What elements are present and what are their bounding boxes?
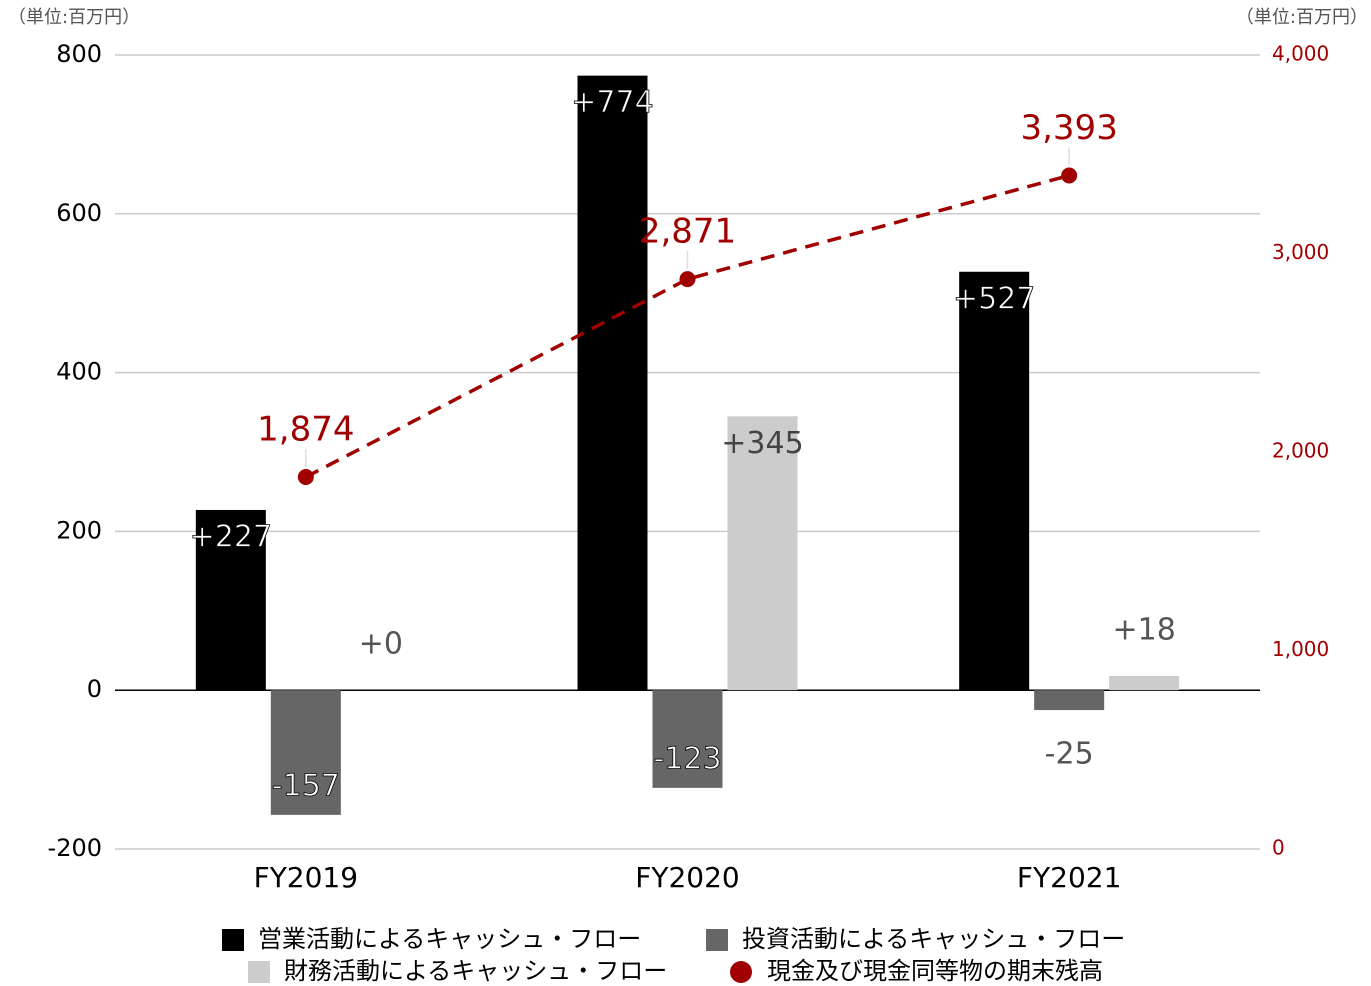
data-label: -25	[1045, 737, 1094, 772]
data-label: +774	[571, 85, 653, 120]
y-tick-label: -200	[48, 834, 102, 862]
bar	[652, 690, 723, 788]
line-point	[1061, 167, 1078, 184]
x-tick-label: FY2019	[254, 861, 358, 894]
legend-label: 営業活動によるキャッシュ・フロー	[258, 925, 641, 953]
data-label: +527	[953, 281, 1035, 316]
y2-tick-label: 1,000	[1272, 637, 1329, 661]
bar	[270, 690, 341, 815]
x-tick-label: FY2021	[1017, 861, 1121, 894]
y-tick-label: 0	[87, 675, 102, 703]
line-point	[679, 271, 696, 288]
y-tick-label: 200	[56, 516, 102, 544]
data-label: -157	[272, 768, 340, 803]
bar	[577, 75, 648, 691]
y2-tick-label: 0	[1272, 836, 1285, 860]
line	[305, 173, 1070, 479]
y2-unit-label: （単位:百万円）	[1236, 7, 1368, 28]
legend-marker	[706, 929, 728, 951]
bar	[195, 509, 266, 691]
legend-label: 投資活動によるキャッシュ・フロー	[742, 925, 1125, 953]
bar	[1109, 675, 1180, 691]
legend-marker	[248, 961, 270, 983]
y-tick-label: 600	[56, 199, 102, 227]
y2-tick-label: 3,000	[1272, 240, 1329, 264]
bar	[959, 271, 1030, 691]
data-label: +0	[359, 627, 403, 662]
data-label: +18	[1113, 612, 1176, 647]
data-label: +227	[190, 519, 272, 554]
y-tick-label: 800	[56, 40, 102, 68]
legend-marker	[222, 929, 244, 951]
bar	[1034, 690, 1105, 711]
data-label: -123	[653, 741, 721, 776]
y2-tick-label: 2,000	[1272, 439, 1329, 463]
data-label: +345	[721, 426, 803, 461]
legend-label: 現金及び現金同等物の期末残高	[767, 957, 1103, 985]
data-label: 3,393	[1020, 108, 1117, 148]
data-label: 2,871	[639, 212, 736, 252]
legend-marker	[730, 961, 752, 983]
y-unit-label: （単位:百万円）	[8, 7, 140, 28]
bar	[727, 416, 798, 691]
data-label: 1,874	[257, 410, 354, 450]
y-tick-label: 400	[56, 358, 102, 386]
line-point	[297, 469, 314, 486]
y2-tick-label: 4,000	[1272, 42, 1329, 66]
x-tick-label: FY2020	[635, 861, 739, 894]
legend-label: 財務活動によるキャッシュ・フロー	[284, 957, 667, 985]
